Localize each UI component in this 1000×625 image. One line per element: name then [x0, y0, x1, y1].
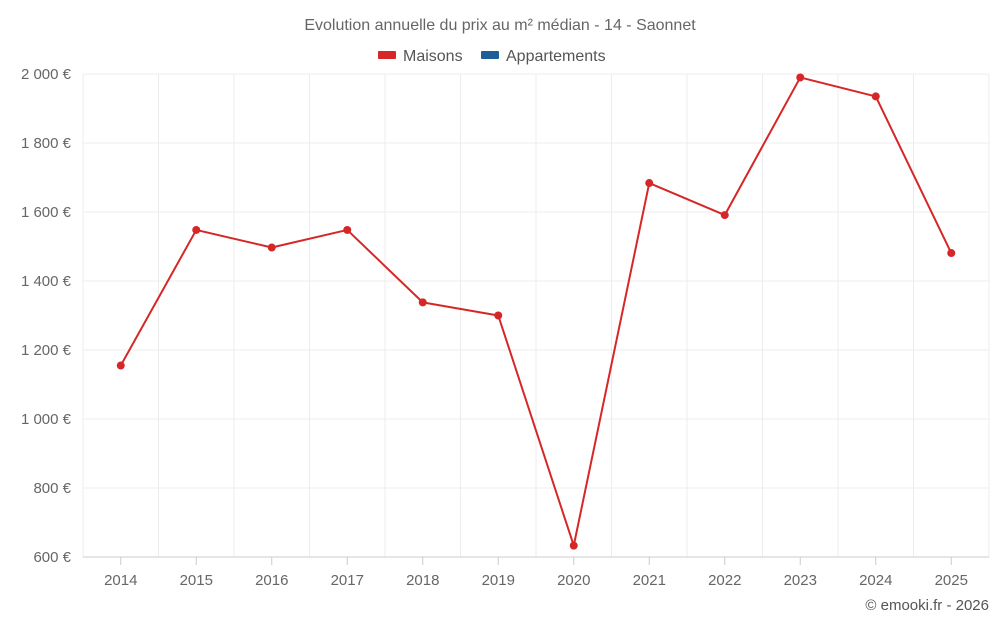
x-tick-label: 2017: [331, 572, 364, 589]
y-tick-label: 1 200 €: [21, 342, 72, 359]
chart-title: Evolution annuelle du prix au m² médian …: [304, 17, 696, 34]
data-point[interactable]: [418, 298, 427, 307]
legend-swatch-maisons: [378, 51, 396, 59]
data-point[interactable]: [267, 243, 276, 252]
y-tick-label: 1 000 €: [21, 411, 72, 428]
x-tick-label: 2025: [935, 572, 968, 589]
data-point[interactable]: [645, 179, 654, 188]
x-tick-label: 2024: [859, 572, 892, 589]
legend-label-appartements: Appartements: [506, 48, 606, 65]
y-tick-label: 1 400 €: [21, 273, 72, 290]
legend: Maisons Appartements: [378, 48, 606, 65]
legend-item-maisons[interactable]: Maisons: [378, 48, 463, 65]
x-tick-label: 2021: [633, 572, 666, 589]
axes: 600 € 800 € 1 000 € 1 200 € 1 400 € 1 600 € 1 …: [21, 66, 989, 589]
x-tick-label: 2016: [255, 572, 288, 589]
legend-label-maisons: Maisons: [403, 48, 463, 65]
data-point[interactable]: [192, 225, 201, 234]
y-tick-label: 800 €: [33, 480, 71, 497]
data-point[interactable]: [116, 361, 125, 370]
y-tick-label: 1 600 €: [21, 204, 72, 221]
series-layer: [116, 73, 956, 550]
legend-swatch-appartements: [481, 51, 499, 59]
data-point[interactable]: [796, 73, 805, 82]
data-point[interactable]: [343, 225, 352, 234]
x-tick-label: 2014: [104, 572, 137, 589]
data-point[interactable]: [720, 211, 729, 220]
series-line-maisons: [119, 76, 953, 547]
legend-item-appartements[interactable]: Appartements: [481, 48, 606, 65]
data-point[interactable]: [871, 92, 880, 101]
credit-text: © emooki.fr - 2026: [865, 597, 989, 614]
data-point[interactable]: [569, 541, 578, 550]
x-tick-label: 2019: [482, 572, 515, 589]
grid: [82, 73, 990, 557]
x-tick-label: 2022: [708, 572, 741, 589]
y-tick-label: 600 €: [33, 549, 71, 566]
x-tick-label: 2015: [180, 572, 213, 589]
data-point[interactable]: [947, 249, 956, 258]
data-point[interactable]: [494, 311, 503, 320]
y-tick-label: 1 800 €: [21, 135, 72, 152]
x-tick-label: 2018: [406, 572, 439, 589]
x-tick-label: 2023: [784, 572, 817, 589]
x-tick-label: 2020: [557, 572, 590, 589]
y-tick-label: 2 000 €: [21, 66, 72, 83]
